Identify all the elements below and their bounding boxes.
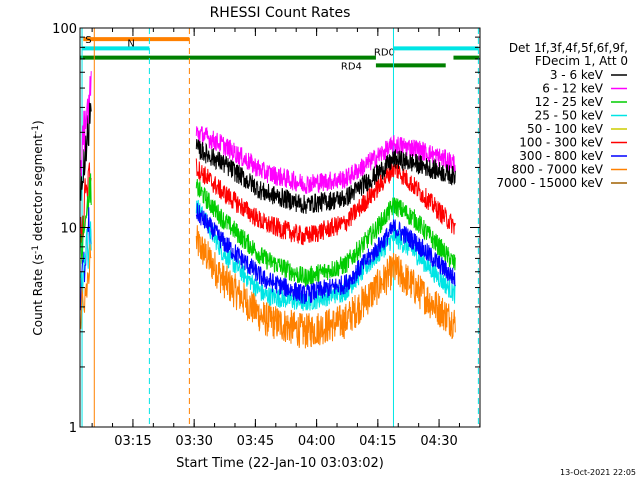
x-axis-ticks: 03:15 03:30 03:45 04:00 04:15 04:30	[91, 28, 481, 449]
series-line-300-800-kev	[195, 203, 456, 305]
y-axis-ticks: 1 10 100	[52, 22, 480, 436]
y-tick-label: 10	[60, 222, 77, 237]
legend: Det 1f,3f,4f,5f,6f,9f, FDecim 1, Att 0 3…	[496, 41, 628, 190]
y-axis-label-sup2: -1	[31, 125, 41, 134]
legend-entry-label: 3 - 6 keV	[550, 68, 604, 82]
x-tick-label: 04:30	[420, 434, 457, 449]
data-series	[80, 71, 456, 349]
y-tick-label: 1	[69, 421, 77, 436]
y-axis-label-suffix: )	[31, 120, 45, 125]
y-axis-label-mid: detector segment	[31, 134, 45, 245]
x-axis-label: Start Time (22-Jan-10 03:03:02)	[176, 456, 384, 471]
x-tick-label: 03:45	[237, 434, 274, 449]
early-segment-line-3	[80, 173, 92, 264]
legend-header-line1: Det 1f,3f,4f,5f,6f,9f,	[509, 41, 628, 55]
chart-title: RHESSI Count Rates	[210, 5, 351, 21]
legend-entry-label: 7000 - 15000 keV	[496, 176, 603, 190]
legend-entry-label: 300 - 800 keV	[519, 149, 603, 163]
series-line-25-50-kev	[195, 199, 456, 311]
legend-entry-label: 6 - 12 keV	[542, 82, 604, 96]
flag-label-rd0: RD0	[374, 48, 395, 59]
series-line-100-300-kev	[195, 158, 456, 246]
legend-entry-label: 100 - 300 keV	[519, 136, 603, 150]
legend-entry-label: 25 - 50 keV	[535, 109, 604, 123]
legend-header-line2: FDecim 1, Att 0	[535, 54, 628, 68]
early-segment-line-6	[80, 244, 92, 329]
y-axis-label-prefix: Count Rate (s	[31, 254, 45, 336]
y-tick-label: 100	[52, 22, 77, 37]
legend-entry-label: 50 - 100 keV	[527, 122, 604, 136]
series-line-800-7000-kev	[195, 225, 456, 349]
flag-label-s: S	[85, 35, 91, 46]
y-axis-label-sup1: -1	[31, 245, 41, 254]
early-segment-line-2	[80, 162, 92, 243]
legend-entry-label: 12 - 25 keV	[535, 95, 604, 109]
x-tick-label: 04:15	[359, 434, 396, 449]
y-axis-label: Count Rate (s-1 detector segment-1)	[31, 120, 45, 335]
early-segment-line-1	[80, 71, 92, 177]
series-line-3-6-kev	[195, 139, 456, 214]
x-tick-label: 03:15	[114, 434, 151, 449]
x-tick-label: 03:30	[175, 434, 212, 449]
flag-label-rd4: RD4	[341, 61, 362, 72]
series-line-12-25-kev	[195, 178, 456, 287]
timestamp: 13-Oct-2021 22:05	[560, 468, 636, 477]
x-tick-label: 04:00	[298, 434, 335, 449]
flag-label-n: N	[127, 38, 134, 49]
flag-bars: S N RD0 RD4	[80, 35, 480, 72]
early-segment-line-0	[80, 100, 92, 201]
legend-entry-label: 800 - 7000 keV	[512, 163, 604, 177]
